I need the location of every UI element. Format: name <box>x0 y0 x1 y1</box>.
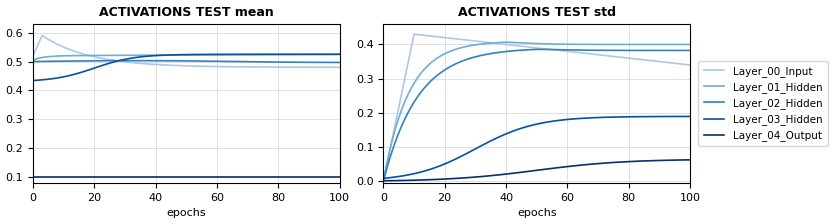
Layer_01_Hidden <box>501 41 511 43</box>
Line: Layer_04_Output: Layer_04_Output <box>383 160 690 181</box>
Title: ACTIVATIONS TEST mean: ACTIVATIONS TEST mean <box>99 6 274 19</box>
Layer_02_Hidden <box>685 49 695 52</box>
Layer_01_Hidden <box>378 180 388 183</box>
Layer_02_Hidden <box>611 49 621 52</box>
Layer_04_Output <box>593 162 603 165</box>
Layer_02_Hidden <box>378 180 388 183</box>
Layer_04_Output <box>378 179 388 182</box>
Layer_01_Hidden <box>685 43 695 46</box>
X-axis label: epochs: epochs <box>517 209 556 218</box>
Layer_02_Hidden <box>596 49 606 52</box>
Layer_01_Hidden <box>596 43 606 46</box>
Layer_00_Input <box>409 33 419 36</box>
Layer_02_Hidden <box>520 49 530 51</box>
Layer_03_Hidden <box>562 118 572 121</box>
Line: Layer_02_Hidden: Layer_02_Hidden <box>383 49 690 181</box>
Layer_00_Input <box>566 50 576 53</box>
Layer_04_Output <box>562 165 572 168</box>
Layer_02_Hidden <box>455 61 465 63</box>
Layer_01_Hidden <box>455 47 465 49</box>
Layer_01_Hidden <box>566 43 576 46</box>
Layer_00_Input <box>522 45 532 48</box>
X-axis label: epochs: epochs <box>167 209 207 218</box>
Legend: Layer_00_Input, Layer_01_Hidden, Layer_02_Hidden, Layer_03_Hidden, Layer_04_Outp: Layer_00_Input, Layer_01_Hidden, Layer_0… <box>698 61 827 146</box>
Layer_03_Hidden <box>685 115 695 118</box>
Layer_03_Hidden <box>455 155 465 158</box>
Line: Layer_00_Input: Layer_00_Input <box>383 34 690 181</box>
Layer_03_Hidden <box>608 116 618 118</box>
Layer_00_Input <box>458 38 468 41</box>
Layer_03_Hidden <box>520 126 530 129</box>
Line: Layer_01_Hidden: Layer_01_Hidden <box>383 42 690 181</box>
Layer_00_Input <box>400 77 410 80</box>
Layer_00_Input <box>596 54 606 56</box>
Layer_02_Hidden <box>566 49 576 51</box>
Layer_01_Hidden <box>400 100 410 103</box>
Layer_04_Output <box>520 170 530 173</box>
Layer_01_Hidden <box>611 43 621 46</box>
Layer_04_Output <box>608 161 618 164</box>
Layer_04_Output <box>685 159 695 161</box>
Title: ACTIVATIONS TEST std: ACTIVATIONS TEST std <box>457 6 616 19</box>
Layer_02_Hidden <box>531 48 541 51</box>
Layer_04_Output <box>455 177 465 179</box>
Layer_03_Hidden <box>593 116 603 119</box>
Layer_00_Input <box>378 180 388 183</box>
Layer_00_Input <box>611 55 621 58</box>
Layer_02_Hidden <box>400 118 410 120</box>
Layer_03_Hidden <box>400 174 410 177</box>
Layer_01_Hidden <box>522 42 532 45</box>
Line: Layer_03_Hidden: Layer_03_Hidden <box>383 116 690 178</box>
Layer_00_Input <box>685 64 695 66</box>
Layer_03_Hidden <box>378 177 388 180</box>
Layer_04_Output <box>400 179 410 182</box>
